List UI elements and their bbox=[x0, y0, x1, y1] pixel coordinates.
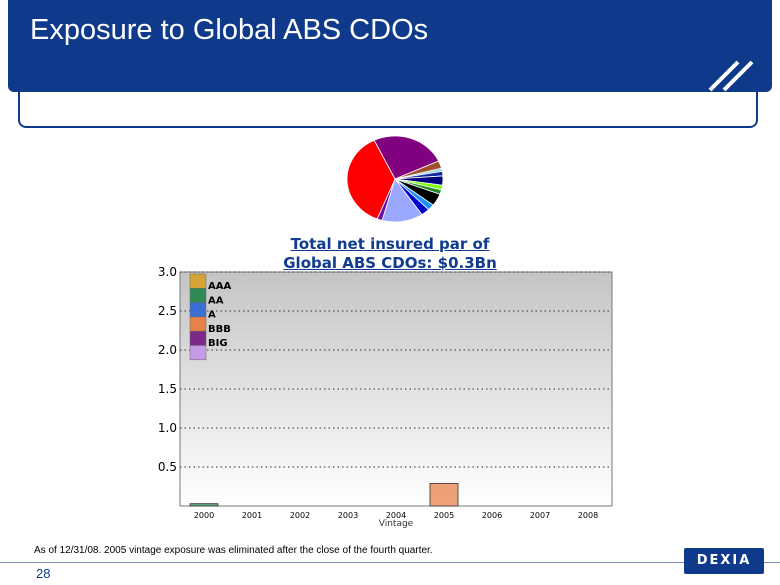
y-tick-label: 1.0 bbox=[158, 421, 177, 435]
page-title: Exposure to Global ABS CDOs bbox=[30, 14, 429, 46]
exposure-pie-chart bbox=[346, 135, 444, 223]
y-tick-label: 3.0 bbox=[158, 265, 177, 279]
subtitle-bar bbox=[18, 92, 758, 128]
legend-swatch bbox=[189, 345, 207, 361]
legend-label: AA bbox=[208, 295, 224, 306]
pie-slice-12 bbox=[346, 139, 396, 220]
x-tick-label: 2005 bbox=[434, 511, 454, 520]
footer-divider bbox=[0, 562, 780, 563]
chart-title-line-2: Global ABS CDOs: $0.3Bn bbox=[283, 254, 497, 272]
bars bbox=[189, 482, 459, 507]
y-tick-labels: 0.5 1.0 1.5 2.0 2.5 3.0 bbox=[158, 265, 177, 474]
x-tick-label: 2001 bbox=[242, 511, 262, 520]
footnote: As of 12/31/08. 2005 vintage exposure wa… bbox=[34, 545, 433, 556]
legend-label: BBB bbox=[208, 324, 231, 335]
y-tick-label: 2.5 bbox=[158, 304, 177, 318]
x-tick-label: 2003 bbox=[338, 511, 358, 520]
legend-swatch bbox=[189, 330, 207, 346]
legend-swatch bbox=[189, 288, 207, 303]
x-axis-label: Vintage bbox=[379, 519, 414, 529]
x-tick-label: 2000 bbox=[194, 511, 214, 520]
dexia-logo: DEXIA bbox=[684, 548, 764, 574]
x-tick-label: 2006 bbox=[482, 511, 502, 520]
page-number: 28 bbox=[36, 566, 51, 581]
y-tick-label: 2.0 bbox=[158, 343, 177, 357]
legend-label: BIG bbox=[208, 338, 228, 349]
x-tick-label: 2008 bbox=[578, 511, 598, 520]
gridlines bbox=[180, 271, 612, 468]
legend-swatch bbox=[189, 302, 207, 318]
pie-slice-0 bbox=[373, 135, 440, 180]
x-tick-label: 2007 bbox=[530, 511, 550, 520]
x-tick-labels: 2000 2001 2002 2003 2004 2005 2006 2007 2008 bbox=[194, 511, 598, 520]
double-slash-icon bbox=[708, 60, 754, 92]
y-tick-label: 0.5 bbox=[158, 460, 177, 474]
chart-title-line-1: Total net insured par of bbox=[290, 235, 490, 253]
y-tick-label: 1.5 bbox=[158, 382, 177, 396]
header-banner: Exposure to Global ABS CDOs bbox=[8, 0, 772, 92]
x-tick-label: 2002 bbox=[290, 511, 310, 520]
bar-bbb-2005 bbox=[429, 482, 459, 507]
bar-aa-2000 bbox=[189, 503, 219, 507]
x-tick-label: 2004 bbox=[386, 511, 406, 520]
legend-label: A bbox=[208, 310, 216, 321]
legend-swatch bbox=[189, 316, 207, 332]
legend-label: AAA bbox=[208, 281, 231, 292]
chart-title: Total net insured par of Global ABS CDOs… bbox=[230, 235, 550, 273]
legend-swatch bbox=[189, 273, 207, 289]
vintage-bar-chart: 0.51.01.52.02.53.0 2000 2001 2002 2003 2004 2… bbox=[158, 265, 613, 529]
